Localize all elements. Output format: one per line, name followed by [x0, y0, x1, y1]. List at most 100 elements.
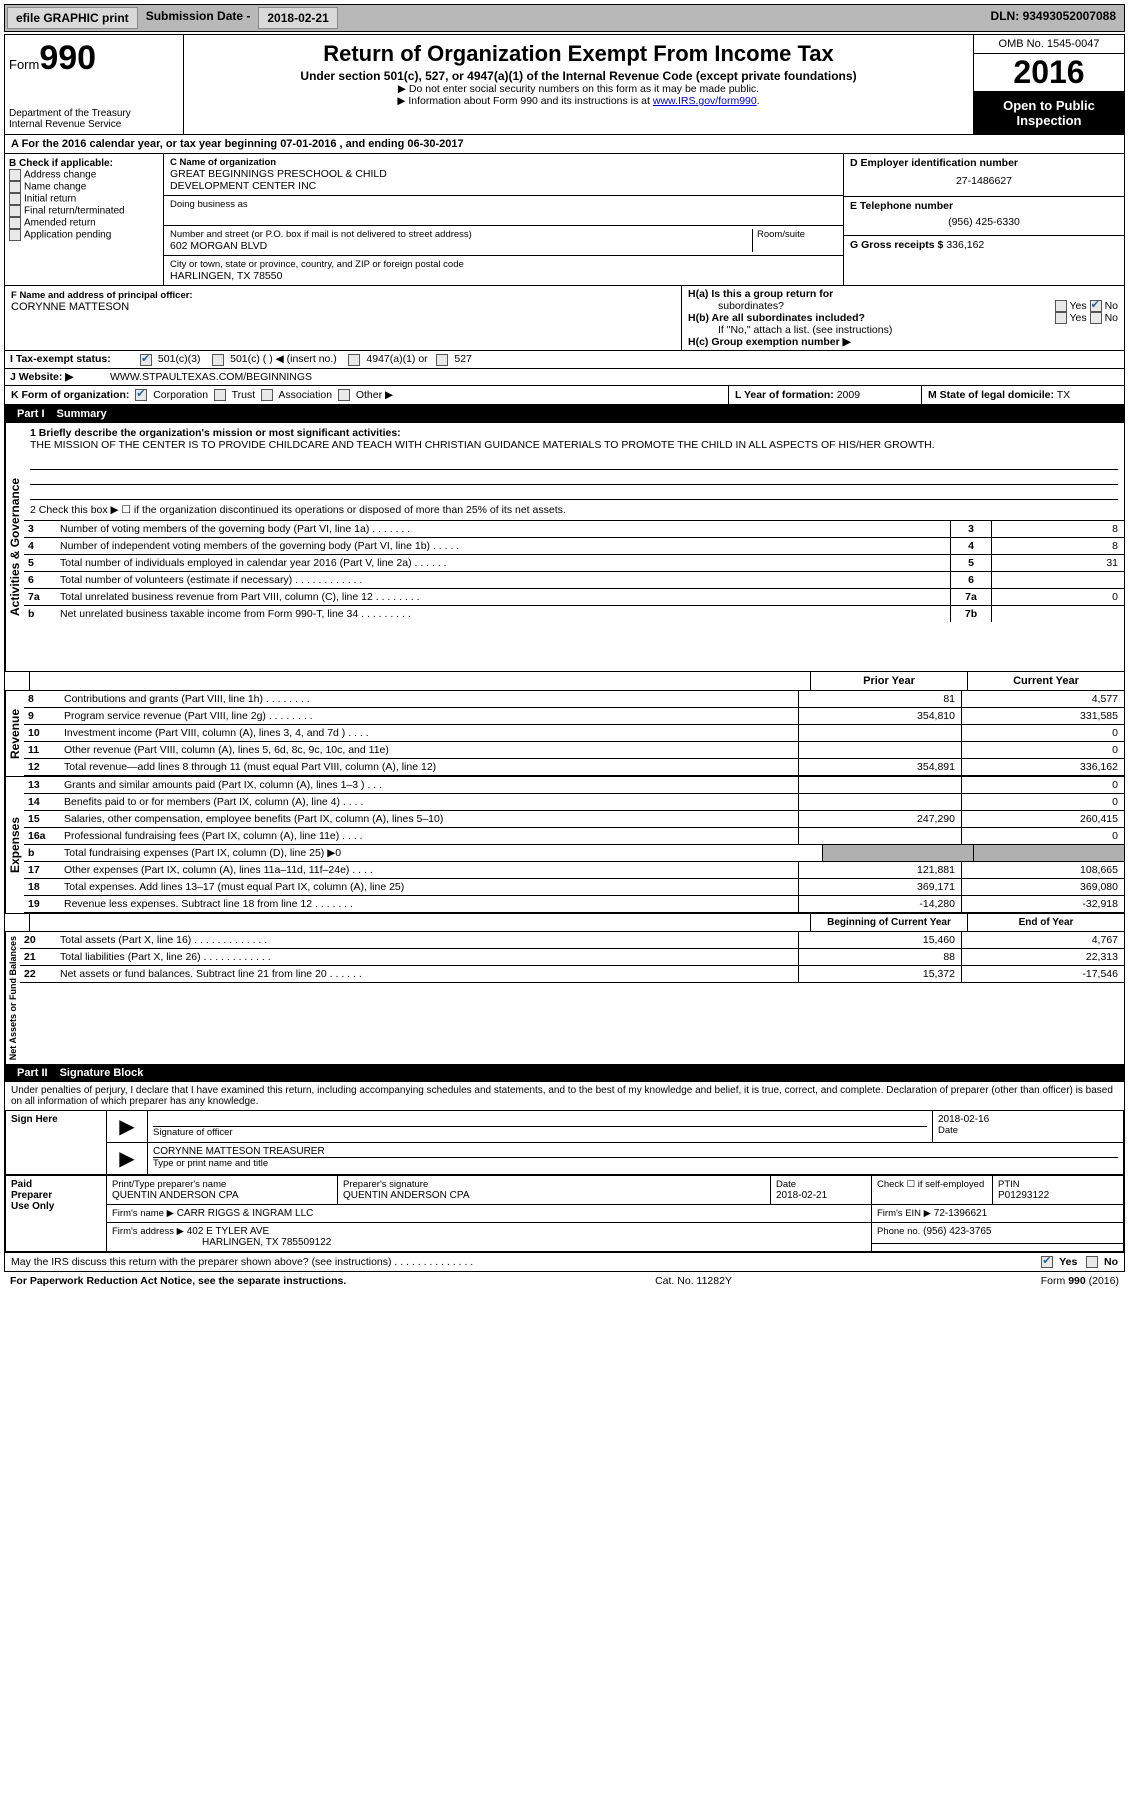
line-10-prior — [798, 725, 961, 741]
chk-527[interactable] — [436, 354, 448, 366]
expenses-section: Expenses 13 Grants and similar amounts p… — [5, 776, 1124, 913]
chk-pending[interactable]: Application pending — [9, 229, 159, 241]
efile-print-button[interactable]: efile GRAPHIC print — [7, 7, 138, 29]
chk-corp[interactable] — [135, 389, 147, 401]
psig-label: Preparer's signature — [343, 1179, 765, 1190]
end-year-hdr: End of Year — [967, 914, 1124, 931]
line-20-current: 4,767 — [961, 932, 1124, 948]
chk-initial[interactable]: Initial return — [9, 193, 159, 205]
section-k: K Form of organization: Corporation Trus… — [5, 386, 729, 404]
begin-year-hdr: Beginning of Current Year — [810, 914, 967, 931]
pname-label: Print/Type preparer's name — [112, 1179, 332, 1190]
line-6-num: 6 — [24, 572, 56, 588]
chk-address[interactable]: Address change — [9, 169, 159, 181]
perjury-statement: Under penalties of perjury, I declare th… — [5, 1082, 1124, 1110]
topbar: efile GRAPHIC print Submission Date - 20… — [4, 4, 1125, 32]
org-name2: DEVELOPMENT CENTER INC — [170, 180, 837, 192]
ha-label: H(a) Is this a group return for — [688, 288, 833, 300]
psig-value: QUENTIN ANDERSON CPA — [343, 1190, 765, 1201]
part-i-title: Summary — [57, 408, 107, 420]
section-deg: D Employer identification number 27-1486… — [843, 154, 1124, 285]
line-18-prior: 369,171 — [798, 879, 961, 895]
header-mid: Return of Organization Exempt From Incom… — [184, 35, 973, 134]
section-j: J Website: ▶ WWW.STPAULTEXAS.COM/BEGINNI… — [5, 369, 1124, 386]
line-12-prior: 354,891 — [798, 759, 961, 775]
j-label: J Website: ▶ — [5, 369, 105, 385]
line-16a-text: Professional fundraising fees (Part IX, … — [60, 828, 798, 844]
ptin-label: PTIN — [998, 1179, 1118, 1190]
dln: DLN: 93493052007088 — [983, 5, 1124, 31]
line-19-text: Revenue less expenses. Subtract line 18 … — [60, 896, 798, 912]
ha-no[interactable] — [1090, 300, 1102, 312]
org-name1: GREAT BEGINNINGS PRESCHOOL & CHILD — [170, 168, 837, 180]
part-ii-num: Part II — [11, 1067, 54, 1079]
footer-mid: Cat. No. 11282Y — [655, 1275, 732, 1287]
ha-yes[interactable] — [1055, 300, 1067, 312]
pdate-value: 2018-02-21 — [776, 1190, 866, 1201]
line-22-text: Net assets or fund balances. Subtract li… — [56, 966, 798, 982]
begin-end-header: Beginning of Current Year End of Year — [5, 913, 1124, 932]
line-14-prior — [798, 794, 961, 810]
line-18-num: 18 — [24, 879, 60, 895]
pdate-label: Date — [776, 1179, 866, 1190]
officer-printed-name: CORYNNE MATTESON TREASURER — [153, 1146, 1118, 1157]
line-22-num: 22 — [20, 966, 56, 982]
chk-assoc[interactable] — [261, 389, 273, 401]
chk-other[interactable] — [338, 389, 350, 401]
irs-link[interactable]: www.IRS.gov/form990 — [653, 95, 757, 107]
blank-line-1 — [30, 455, 1118, 470]
street-address: 602 MORGAN BLVD — [170, 240, 752, 252]
side-revenue: Revenue — [5, 691, 24, 776]
m-value: TX — [1057, 389, 1070, 401]
line-21-text: Total liabilities (Part X, line 26) . . … — [56, 949, 798, 965]
room-label: Room/suite — [757, 229, 837, 240]
side-governance: Activities & Governance — [5, 423, 24, 671]
chk-trust[interactable] — [214, 389, 226, 401]
g-label: G Gross receipts $ — [850, 239, 943, 251]
chk-4947[interactable] — [348, 354, 360, 366]
sig-date-value: 2018-02-16 — [938, 1114, 1118, 1125]
irs-label: Internal Revenue Service — [9, 119, 179, 130]
line-11-current: 0 — [961, 742, 1124, 758]
line-5-text: Total number of individuals employed in … — [56, 555, 950, 571]
line-21-num: 21 — [20, 949, 56, 965]
i-opts: 501(c)(3) 501(c) ( ) ◀ (insert no.) 4947… — [135, 351, 477, 367]
netassets-section: Net Assets or Fund Balances 20 Total ass… — [5, 932, 1124, 1064]
firm-phone-value: (956) 423-3765 — [923, 1226, 991, 1237]
section-bcd: B Check if applicable: Address change Na… — [5, 154, 1124, 286]
line-3-box: 3 — [950, 521, 991, 537]
hc-label: H(c) Group exemption number ▶ — [688, 336, 851, 348]
line-5-num: 5 — [24, 555, 56, 571]
submission-label: Submission Date - — [140, 5, 257, 31]
line-20-prior: 15,460 — [798, 932, 961, 948]
ptin-cell: PTIN P01293122 — [993, 1176, 1124, 1205]
side-netassets: Net Assets or Fund Balances — [5, 932, 20, 1064]
chk-501c3[interactable] — [140, 354, 152, 366]
section-l: L Year of formation: 2009 — [729, 386, 922, 404]
discuss-no[interactable] — [1086, 1256, 1098, 1268]
inspect1: Open to Public — [978, 98, 1120, 113]
line-14-text: Benefits paid to or for members (Part IX… — [60, 794, 798, 810]
hb-yes[interactable] — [1055, 312, 1067, 324]
ptin-value: P01293122 — [998, 1190, 1118, 1201]
line-20-text: Total assets (Part X, line 16) . . . . .… — [56, 932, 798, 948]
hb-no[interactable] — [1090, 312, 1102, 324]
header-left: Form990 Department of the Treasury Inter… — [5, 35, 184, 134]
f-label: F Name and address of principal officer: — [11, 290, 675, 301]
discuss-yes[interactable] — [1041, 1256, 1053, 1268]
line-a: A For the 2016 calendar year, or tax yea… — [5, 135, 1124, 154]
firm-ein-value: 72-1396621 — [934, 1208, 987, 1219]
line-19-prior: -14,280 — [798, 896, 961, 912]
chk-final[interactable]: Final return/terminated — [9, 205, 159, 217]
officer-name: CORYNNE MATTESON — [11, 301, 675, 313]
chk-namechange[interactable]: Name change — [9, 181, 159, 193]
line-11-text: Other revenue (Part VIII, column (A), li… — [60, 742, 798, 758]
chk-amended[interactable]: Amended return — [9, 217, 159, 229]
ein-row: D Employer identification number 27-1486… — [844, 154, 1124, 197]
line-20-num: 20 — [20, 932, 56, 948]
chk-501c[interactable] — [212, 354, 224, 366]
c-label: C Name of organization — [170, 157, 837, 168]
firm-addr-cell: Firm's address ▶ 402 E TYLER AVE HARLING… — [107, 1223, 872, 1252]
summary-body: Activities & Governance 1 Briefly descri… — [5, 423, 1124, 671]
dba-label: Doing business as — [170, 199, 837, 210]
